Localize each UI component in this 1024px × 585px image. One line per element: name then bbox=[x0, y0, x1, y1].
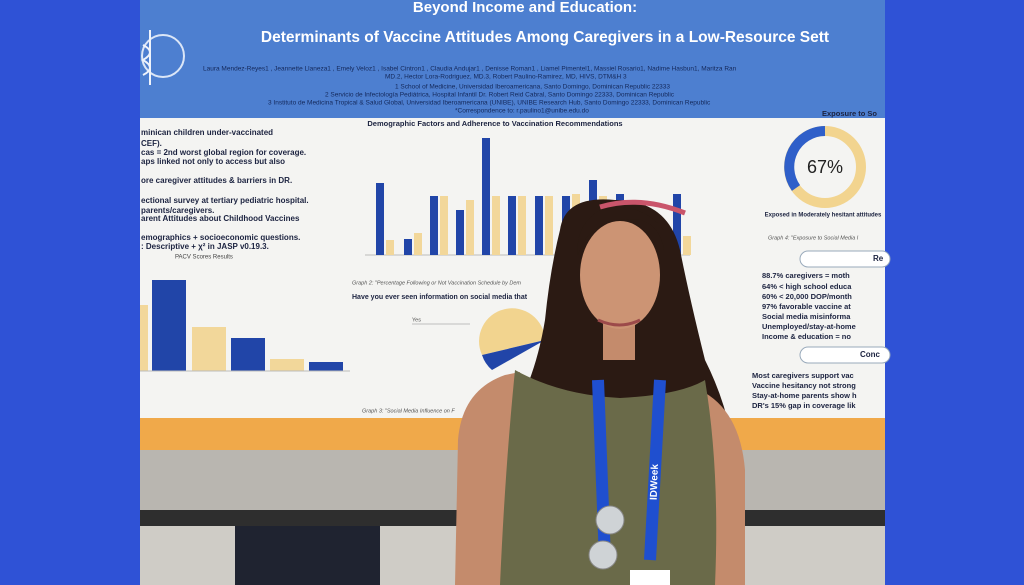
authors: MD.2, Hector Lora-Rodriguez, MD.3, Rober… bbox=[385, 74, 627, 81]
bar bbox=[270, 359, 304, 371]
text-line: : Descriptive + χ² in JASP v0.19.3. bbox=[141, 242, 269, 251]
left-column: minican children under-vaccinated CEF). … bbox=[141, 128, 309, 251]
text-line: ectional survey at tertiary pediatric ho… bbox=[141, 196, 309, 205]
person: IDWeek bbox=[455, 199, 745, 585]
bar bbox=[482, 138, 490, 255]
face bbox=[580, 221, 660, 329]
donut-arc bbox=[784, 126, 826, 191]
text-line: cas = 2nd worst global region for covera… bbox=[141, 148, 306, 157]
bar bbox=[673, 194, 681, 255]
correspondence: *Correspondence to: r.paulino1@unibe.edu… bbox=[455, 108, 589, 115]
results: 88.7% caregivers = moth 64% < high schoo… bbox=[762, 271, 856, 341]
dark-object bbox=[235, 526, 380, 585]
bar bbox=[140, 305, 148, 371]
bar bbox=[404, 239, 412, 255]
donut-label: Exposed in Moderately hesitant attitudes bbox=[765, 213, 882, 219]
bar bbox=[376, 183, 384, 255]
bar bbox=[535, 196, 543, 255]
bar bbox=[386, 240, 394, 255]
pill bbox=[799, 346, 891, 364]
result: Unemployed/stay-at-home bbox=[762, 322, 856, 331]
badge-clip bbox=[595, 505, 625, 535]
text-line: minican children under-vaccinated bbox=[141, 128, 273, 137]
conclusions: Most caregivers support vac Vaccine hesi… bbox=[752, 371, 857, 410]
caption: Graph 3: "Social Media Influence on F bbox=[362, 408, 455, 414]
affiliation: 2 Servicio de Infectología Pediátrica, H… bbox=[325, 92, 675, 99]
section-heading: Conc bbox=[860, 350, 881, 359]
pie-slice bbox=[482, 340, 545, 370]
bar bbox=[545, 196, 553, 255]
text-line: CEF). bbox=[141, 139, 162, 148]
lanyard-text: IDWeek bbox=[649, 463, 661, 500]
text-line: emographics + socioeconomic questions. bbox=[141, 233, 300, 242]
chart-title: Demographic Factors and Adherence to Vac… bbox=[367, 119, 622, 128]
bar bbox=[430, 196, 438, 255]
pie-slice bbox=[479, 308, 545, 355]
result: 97% favorable vaccine at bbox=[762, 302, 851, 311]
bar bbox=[466, 200, 474, 255]
text-line: ore caregiver attitudes & barriers in DR… bbox=[141, 176, 292, 185]
bar bbox=[456, 210, 464, 255]
result: Social media misinforma bbox=[762, 312, 851, 321]
poster-subtitle: Determinants of Vaccine Attitudes Among … bbox=[261, 29, 829, 46]
pill bbox=[799, 250, 891, 268]
caption: Graph 2: "Percentage Following or Not Va… bbox=[352, 280, 521, 286]
conclusion: Vaccine hesitancy not strong bbox=[752, 381, 856, 390]
bar bbox=[518, 196, 526, 255]
hair-top bbox=[577, 207, 664, 255]
conclusion: DR's 15% gap in coverage lik bbox=[752, 401, 856, 410]
badge bbox=[630, 570, 670, 585]
sunglasses bbox=[599, 199, 686, 216]
result: 64% < high school educa bbox=[762, 282, 852, 291]
mouth bbox=[597, 318, 641, 327]
result: 88.7% caregivers = moth bbox=[762, 271, 850, 280]
result: Income & education = no bbox=[762, 332, 851, 341]
logo-staff bbox=[140, 30, 151, 85]
pacv-chart bbox=[140, 280, 350, 372]
conclusion: Stay-at-home parents show h bbox=[752, 391, 857, 400]
poster-header bbox=[140, 0, 885, 118]
authors: Laura Mendez-Reyes1 , Jeannette Llaneza1… bbox=[203, 66, 737, 73]
bar bbox=[414, 233, 422, 255]
poster-title: Beyond Income and Education: bbox=[413, 0, 637, 16]
bar bbox=[440, 196, 448, 255]
question: Have you ever seen information on social… bbox=[352, 294, 528, 301]
bar bbox=[152, 280, 186, 371]
section-heading: Exposure to So bbox=[822, 109, 877, 118]
caption: Graph 4: "Exposure to Social Media I bbox=[768, 235, 859, 241]
section-heading: Re bbox=[873, 254, 884, 263]
chart-title: PACV Scores Results bbox=[175, 255, 233, 261]
bar bbox=[309, 362, 343, 371]
affiliation: 1 School of Medicine, Universidad Iberoa… bbox=[395, 84, 670, 91]
bar bbox=[492, 196, 500, 255]
text-line: aps linked not only to access but also bbox=[141, 157, 285, 166]
conclusion: Most caregivers support vac bbox=[752, 371, 854, 380]
badge-clip bbox=[588, 540, 618, 570]
bar bbox=[508, 196, 516, 255]
text-line: parents/caregivers. bbox=[141, 206, 214, 215]
bar bbox=[231, 338, 265, 371]
bar bbox=[683, 236, 691, 255]
text-line: arent Attitudes about Childhood Vaccines bbox=[141, 214, 300, 223]
bar bbox=[192, 327, 226, 371]
logo bbox=[141, 34, 185, 78]
donut-value: 67% bbox=[807, 157, 843, 177]
affiliation: 3 Instituto de Medicina Tropical & Salud… bbox=[268, 100, 711, 107]
answer: Yes bbox=[412, 317, 421, 323]
result: 60% < 20,000 DOP/month bbox=[762, 292, 852, 301]
